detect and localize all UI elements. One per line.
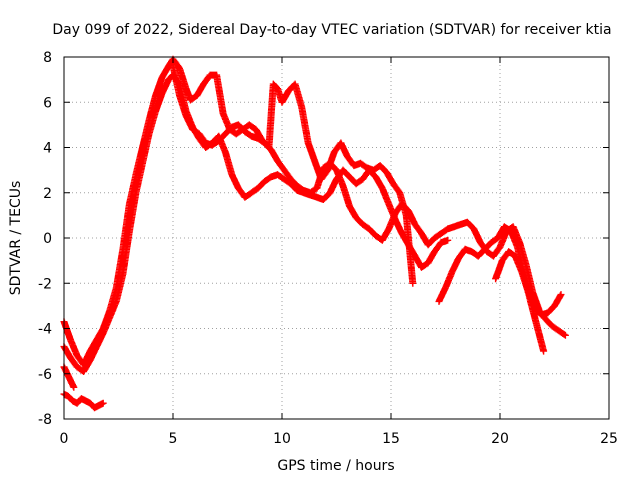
x-tick-label: 15 bbox=[382, 431, 400, 447]
x-tick-labels: 0 5 10 15 20 25 bbox=[60, 431, 618, 447]
y-tick-label: 6 bbox=[43, 95, 52, 111]
y-tick-label: 2 bbox=[43, 186, 52, 202]
series-track-3 bbox=[60, 390, 107, 412]
y-tick-label: -6 bbox=[38, 367, 52, 383]
chart-title: Day 099 of 2022, Sidereal Day-to-day VTE… bbox=[52, 22, 611, 38]
x-tick-label: 25 bbox=[600, 431, 618, 447]
x-tick-label: 0 bbox=[60, 431, 69, 447]
y-tick-label: 4 bbox=[43, 141, 52, 157]
series-track-5 bbox=[169, 62, 569, 339]
axis-ticks bbox=[63, 56, 610, 420]
y-tick-label: -8 bbox=[38, 412, 52, 428]
data-marks bbox=[60, 55, 569, 412]
x-tick-label: 10 bbox=[273, 431, 291, 447]
y-axis-label: SDTVAR / TECUs bbox=[8, 181, 24, 296]
y-tick-labels: -8 -6 -4 -2 0 2 4 6 8 bbox=[38, 50, 52, 428]
series-track-1 bbox=[60, 55, 417, 369]
y-tick-label: -2 bbox=[38, 276, 52, 292]
series-track-7 bbox=[492, 248, 565, 319]
data-point-markers bbox=[492, 248, 565, 319]
y-tick-label: 0 bbox=[43, 231, 52, 247]
grid bbox=[64, 57, 609, 419]
data-point-markers bbox=[60, 55, 417, 369]
x-tick-label: 5 bbox=[169, 431, 178, 447]
x-axis-label: GPS time / hours bbox=[277, 458, 394, 474]
x-tick-label: 20 bbox=[491, 431, 509, 447]
data-point-markers bbox=[60, 390, 107, 412]
y-tick-label: 8 bbox=[43, 50, 52, 66]
data-point-markers bbox=[169, 62, 569, 339]
y-tick-label: -4 bbox=[38, 322, 52, 338]
